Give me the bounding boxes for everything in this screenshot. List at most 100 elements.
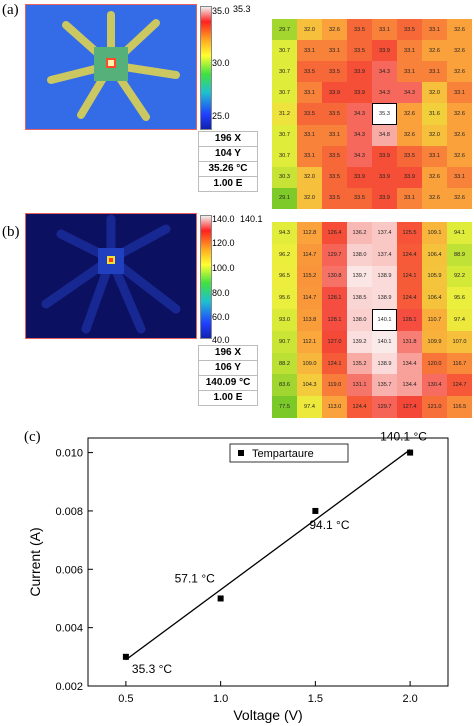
grid-cell: 33.1 [447, 82, 472, 104]
grid-cell: 96.2 [272, 243, 297, 266]
grid-cell: 32.6 [397, 103, 422, 125]
grid-cell: 33.1 [372, 19, 397, 41]
grid-cell: 32.6 [422, 187, 447, 209]
grid-cell: 110.7 [422, 309, 447, 331]
grid-cell: 34.3 [397, 82, 422, 104]
grid-cell: 33.9 [372, 187, 397, 209]
grid-cell: 116.7 [447, 352, 472, 375]
grid-cell: 33.5 [347, 19, 372, 41]
grid-cell: 138.0 [347, 243, 372, 266]
grid-cell: 33.1 [447, 166, 472, 188]
grid-cell: 32.6 [422, 166, 447, 188]
grid-cell: 97.4 [447, 309, 472, 331]
scale-b-max: 140.0 [212, 214, 235, 224]
grid-cell: 33.5 [297, 61, 322, 83]
grid-cell: 138.5 [347, 287, 372, 310]
readout-a-x: 196 X [198, 131, 258, 147]
grid-cell: 33.9 [372, 166, 397, 188]
grid-cell: 32.6 [447, 103, 472, 125]
grid-cell: 107.0 [447, 330, 472, 353]
legend: Tempartaure [229, 443, 349, 463]
grid-cell: 140.1 [372, 309, 397, 331]
scale-b-tick-100: 100.0 [212, 263, 235, 273]
data-point [217, 595, 224, 602]
grid-cell: 33.1 [322, 124, 347, 146]
scale-a-min: 25.0 [212, 111, 230, 121]
grid-cell: 95.6 [447, 287, 472, 310]
scale-b-max2: 140.1 [240, 214, 263, 224]
panel-b-label: (b) [2, 224, 20, 240]
grid-cell: 30.7 [272, 61, 297, 83]
grid-cell: 97.4 [297, 396, 322, 418]
grid-cell: 32.6 [322, 19, 347, 41]
grid-cell: 32.6 [447, 145, 472, 167]
grid-cell: 33.1 [397, 187, 422, 209]
point-annotation: 35.3 °C [132, 662, 172, 676]
panel-c-label: (c) [24, 429, 41, 445]
grid-cell: 125.5 [397, 222, 422, 244]
grid-cell: 129.7 [372, 396, 397, 418]
grid-cell: 32.6 [447, 19, 472, 41]
x-tick-label: 1.5 [308, 693, 323, 705]
grid-cell: 33.9 [322, 82, 347, 104]
grid-cell: 31.6 [422, 103, 447, 125]
grid-cell: 140.1 [372, 330, 397, 353]
grid-cell: 124.1 [397, 265, 422, 288]
y-tick-label: 0.006 [55, 564, 83, 576]
temperature-grid-a: 29.7 32.0 32.6 33.5 33.1 33.5 33.1 32.6 30.7 33.1… [272, 19, 472, 209]
legend-marker [238, 450, 244, 456]
grid-cell: 33.1 [397, 61, 422, 83]
grid-cell: 124.4 [397, 243, 422, 266]
scale-b-tick-80: 80.0 [212, 288, 230, 298]
temperature-grid-b: 94.3 112.8 126.4 136.2 137.4 125.5 109.1 94.1 96… [272, 222, 472, 418]
grid-cell: 30.7 [272, 145, 297, 167]
scale-a-max: 35.0 [212, 6, 230, 16]
grid-cell: 33.9 [347, 61, 372, 83]
grid-cell: 138.0 [347, 309, 372, 331]
grid-cell: 30.7 [272, 40, 297, 62]
grid-cell: 34.3 [347, 124, 372, 146]
fit-line [125, 449, 411, 661]
y-tick-label: 0.004 [55, 623, 83, 635]
grid-cell: 136.2 [347, 222, 372, 244]
grid-cell: 95.6 [272, 287, 297, 310]
grid-cell: 33.1 [297, 82, 322, 104]
data-point [122, 653, 129, 660]
color-scale-b [200, 215, 212, 339]
grid-cell: 33.5 [322, 103, 347, 125]
grid-cell: 137.4 [372, 222, 397, 244]
y-tick-label: 0.008 [55, 506, 83, 518]
chart-axes: 0.5 1.0 1.5 2.0 0.002 0.004 0.006 0.008 0.010 Vol… [27, 437, 449, 723]
grid-cell: 135.7 [372, 374, 397, 397]
thermal-image-a [25, 4, 197, 130]
grid-cell: 33.1 [422, 61, 447, 83]
readout-a-y: 104 Y [198, 146, 258, 162]
grid-cell: 88.9 [447, 243, 472, 266]
grid-cell: 34.3 [347, 145, 372, 167]
y-tick-label: 0.002 [55, 681, 83, 693]
grid-cell: 137.4 [372, 243, 397, 266]
grid-cell: 32.0 [297, 166, 322, 188]
grid-cell: 33.5 [397, 145, 422, 167]
grid-cell: 32.6 [447, 187, 472, 209]
grid-cell: 33.5 [322, 166, 347, 188]
grid-cell: 138.9 [372, 287, 397, 310]
grid-cell: 88.2 [272, 352, 297, 375]
grid-cell: 139.7 [347, 265, 372, 288]
grid-cell: 33.9 [372, 145, 397, 167]
grid-cell: 33.5 [347, 187, 372, 209]
color-scale-a [200, 6, 212, 130]
grid-cell: 139.2 [347, 330, 372, 353]
grid-cell: 34.8 [372, 124, 397, 146]
thermal-image-b [25, 213, 197, 339]
readout-a-temp: 35.26 °C [198, 161, 258, 177]
grid-cell: 33.9 [347, 166, 372, 188]
x-tick-label: 2.0 [402, 693, 417, 705]
grid-cell: 34.3 [372, 82, 397, 104]
grid-cell: 114.7 [297, 243, 322, 266]
grid-cell: 33.1 [422, 145, 447, 167]
grid-cell: 33.1 [322, 40, 347, 62]
grid-cell: 90.7 [272, 330, 297, 353]
grid-cell: 128.1 [322, 309, 347, 331]
grid-cell: 119.0 [322, 374, 347, 397]
